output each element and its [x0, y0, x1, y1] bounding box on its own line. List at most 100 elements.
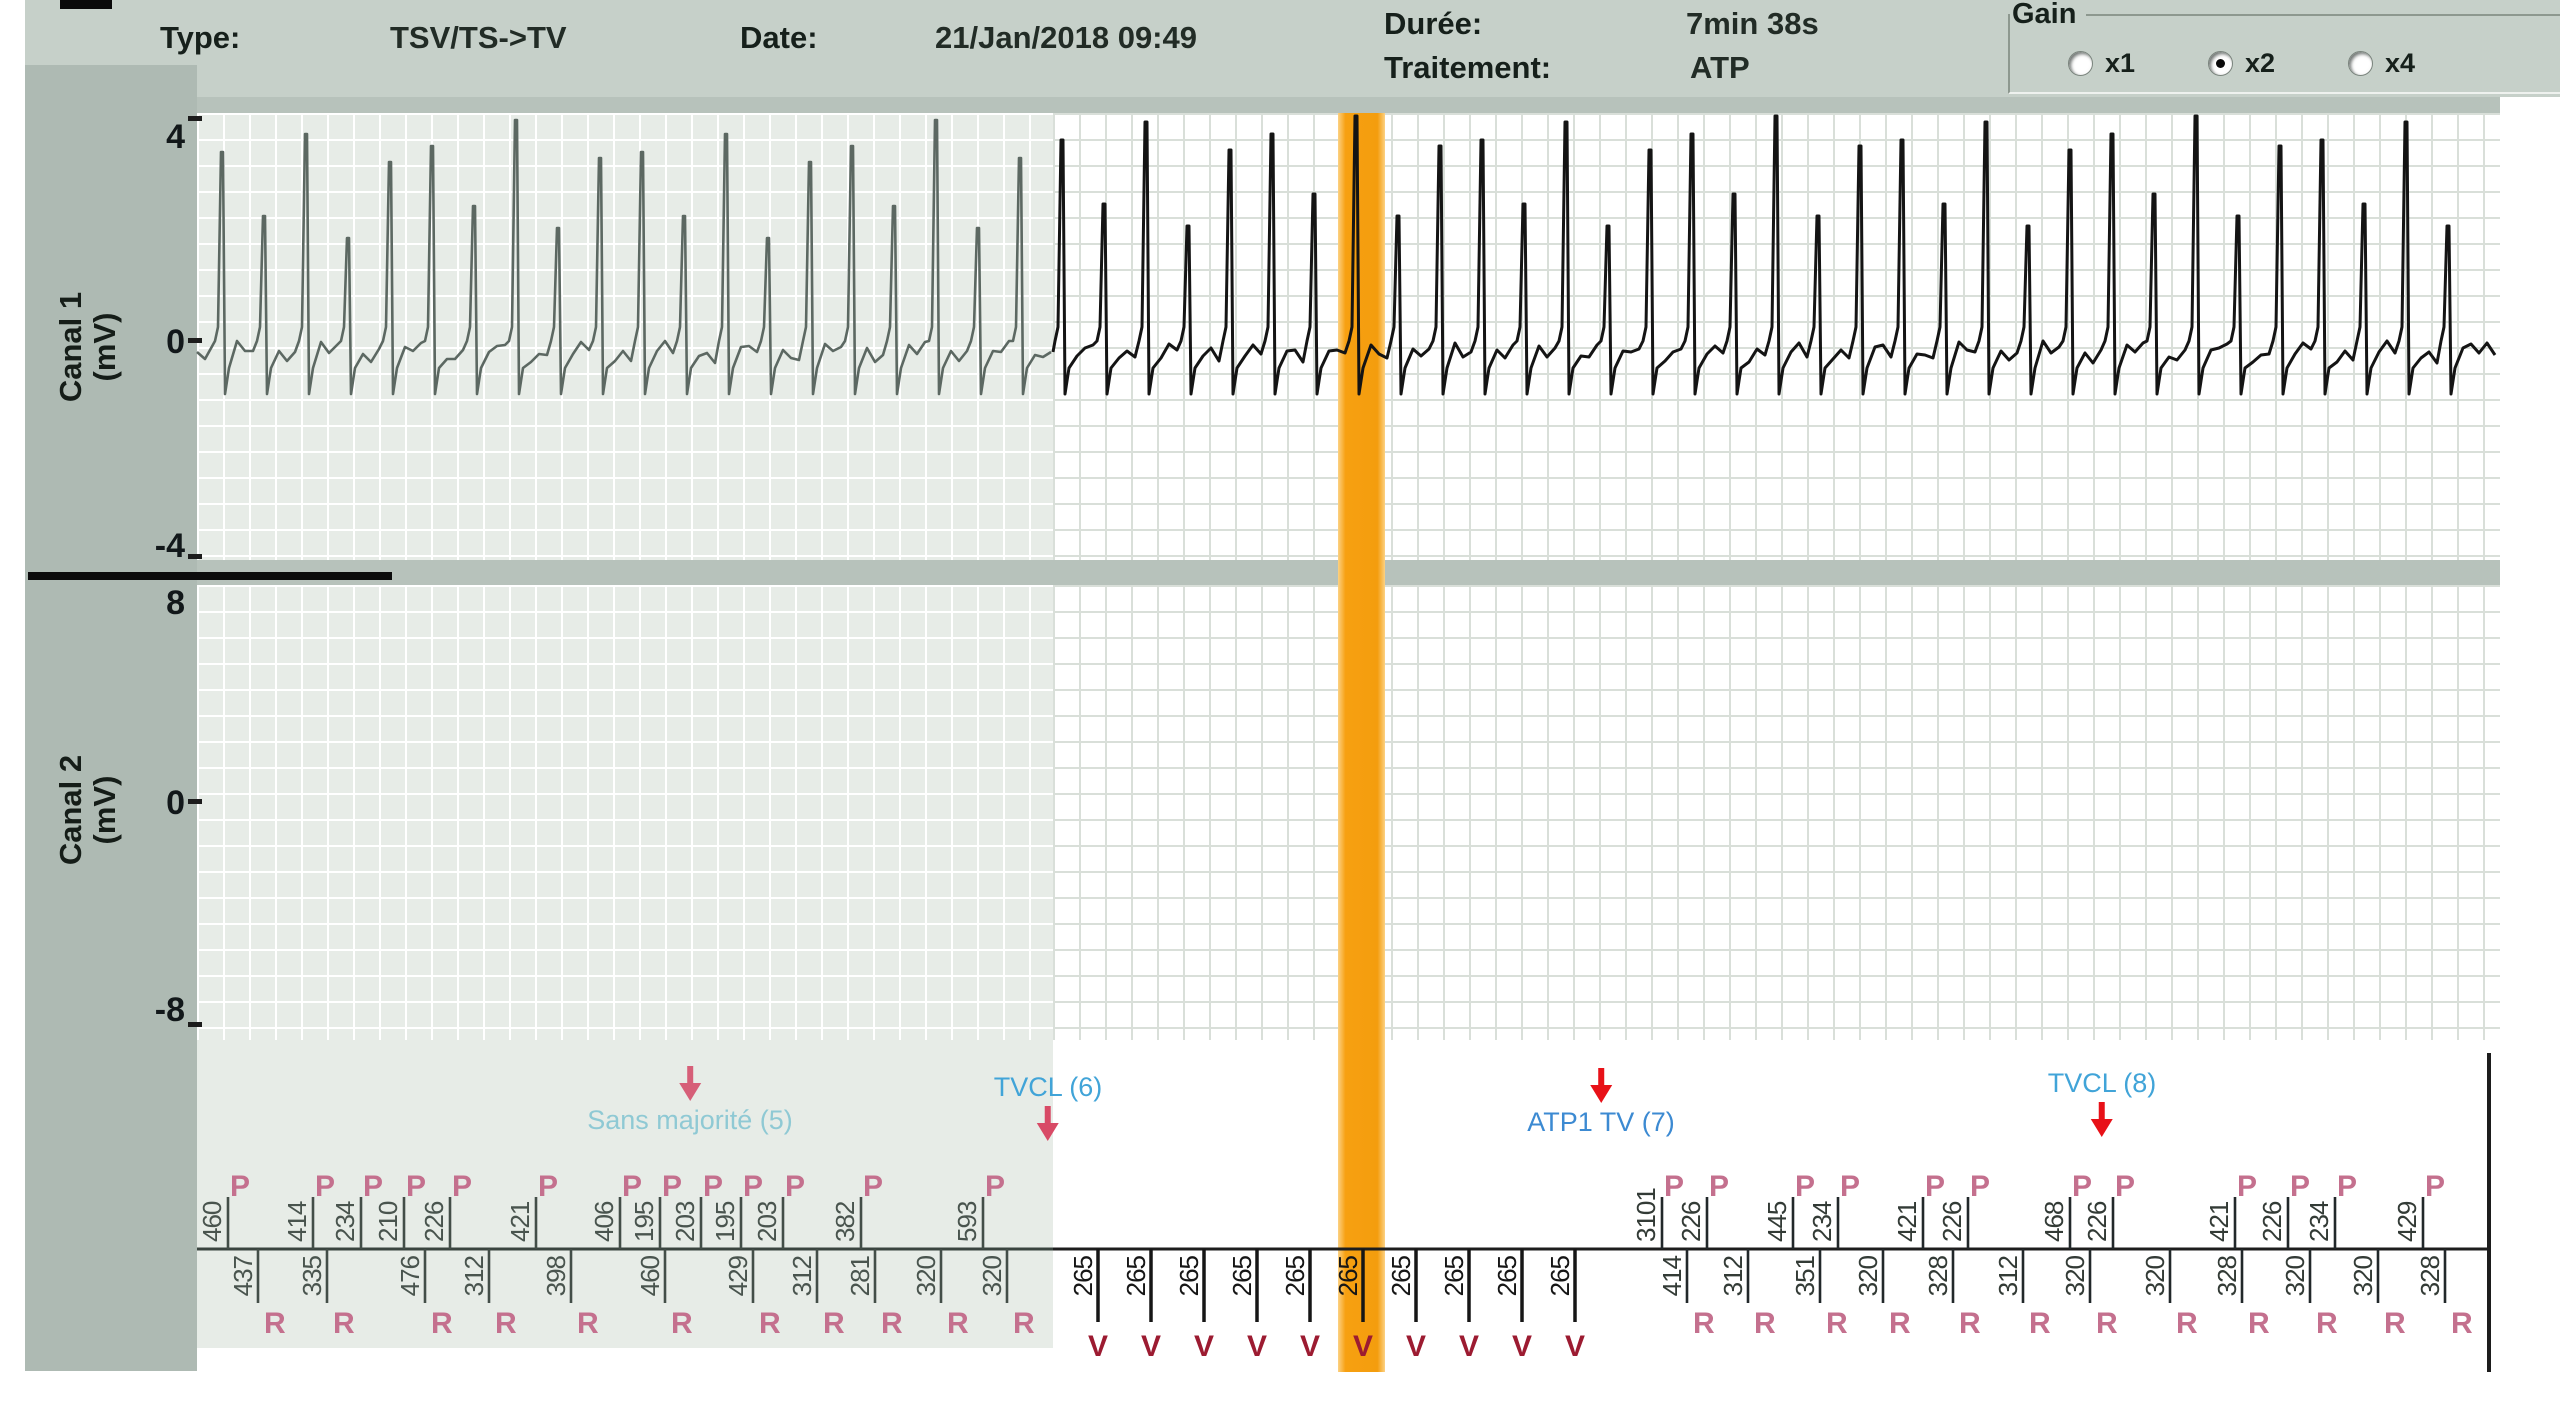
gain-option-label: x2 — [2245, 48, 2276, 78]
v-marker-letter: V — [1512, 1330, 1532, 1363]
v-marker-interval: 265 — [1227, 1255, 1257, 1296]
treatment-value: ATP — [1690, 50, 1750, 85]
radio-button-icon[interactable] — [2348, 51, 2373, 76]
v-marker-interval: 265 — [1174, 1255, 1204, 1296]
p-marker-interval: 226 — [2257, 1201, 2287, 1242]
r-marker-letter: R — [1826, 1307, 1848, 1340]
canal1-plot-shaded-region[interactable] — [197, 113, 1053, 560]
r-marker-interval: 312 — [1993, 1255, 2023, 1296]
episode-annotation-3: TVCL (8) — [2048, 1068, 2156, 1138]
episode-annotation-2: ATP1 TV (7) — [1527, 1068, 1675, 1138]
p-marker-letter: P — [1840, 1170, 1860, 1203]
marker-channel-shaded-region — [197, 1040, 1053, 1348]
gain-option-x2[interactable]: x2 — [2208, 48, 2275, 79]
canal2-tick-bottom: -8 — [154, 991, 185, 1029]
gain-option-label: x1 — [2105, 48, 2136, 78]
v-marker-letter: V — [1247, 1330, 1267, 1363]
r-marker-interval: 320 — [1853, 1255, 1883, 1296]
v-marker-letter: V — [1141, 1330, 1161, 1363]
radio-selected-dot — [2216, 59, 2225, 68]
p-marker-interval: 226 — [1676, 1201, 1706, 1242]
header-bar — [25, 0, 2560, 97]
r-marker-interval: 328 — [2212, 1255, 2242, 1296]
r-marker-interval: 320 — [2280, 1255, 2310, 1296]
gain-option-x4[interactable]: x4 — [2348, 48, 2415, 79]
annotation-text: Sans majorité (5) — [587, 1105, 793, 1135]
r-marker-letter: R — [2176, 1307, 2198, 1340]
v-marker-interval: 265 — [1439, 1255, 1469, 1296]
down-arrow-icon — [2090, 1102, 2113, 1137]
p-marker-interval: 234 — [2304, 1201, 2334, 1242]
radio-button-icon[interactable] — [2068, 51, 2093, 76]
type-label: Type: — [160, 20, 241, 55]
p-marker-interval: 429 — [2392, 1201, 2422, 1242]
date-value: 21/Jan/2018 09:49 — [935, 20, 1197, 55]
axis-gutter — [25, 65, 197, 1371]
duration-label: Durée: — [1384, 6, 1483, 41]
p-marker-letter: P — [1664, 1170, 1684, 1203]
v-marker-letter: V — [1194, 1330, 1214, 1363]
corner-decoration — [60, 0, 112, 9]
p-marker-letter: P — [1709, 1170, 1729, 1203]
p-marker-letter: P — [2237, 1170, 2257, 1203]
p-marker-interval: 234 — [1807, 1201, 1837, 1242]
r-marker-interval: 320 — [2060, 1255, 2090, 1296]
p-marker-interval: 421 — [2204, 1201, 2234, 1242]
canal2-plot-shaded-region[interactable] — [197, 585, 1053, 1040]
r-marker-letter: R — [2451, 1307, 2473, 1340]
duration-value: 7min 38s — [1686, 6, 1819, 41]
v-marker-interval: 265 — [1280, 1255, 1310, 1296]
r-marker-interval: 320 — [2348, 1255, 2378, 1296]
down-arrow-icon — [1589, 1068, 1612, 1103]
gain-option-label: x4 — [2385, 48, 2416, 78]
v-marker-interval: 265 — [1492, 1255, 1522, 1296]
p-marker-interval: 445 — [1762, 1201, 1792, 1242]
canal1-plot-active-region[interactable] — [1053, 113, 2500, 560]
canal2-plot-active-region[interactable] — [1053, 585, 2500, 1040]
selected-beat-highlight[interactable] — [1338, 113, 1385, 1372]
v-marker-letter: V — [1406, 1330, 1426, 1363]
annotation-text: TVCL (6) — [993, 1072, 1103, 1102]
p-marker-letter: P — [2337, 1170, 2357, 1203]
episode-annotation-1: TVCL (6) — [993, 1072, 1103, 1142]
down-arrow-icon — [1036, 1106, 1059, 1141]
p-marker-letter: P — [1970, 1170, 1990, 1203]
r-marker-interval: 328 — [2415, 1255, 2445, 1296]
p-marker-letter: P — [1795, 1170, 1815, 1203]
gain-option-x1[interactable]: x1 — [2068, 48, 2135, 79]
v-marker-letter: V — [1565, 1330, 1585, 1363]
p-marker-interval: 226 — [2082, 1201, 2112, 1242]
r-marker-letter: R — [2384, 1307, 2406, 1340]
v-marker-letter: V — [1300, 1330, 1320, 1363]
r-marker-interval: 351 — [1790, 1255, 1820, 1296]
canal1-tick-zero: 0 — [166, 323, 185, 361]
canal1-label: Canal 1 (mV) — [53, 227, 122, 467]
canal2-label: Canal 2 (mV) — [53, 690, 122, 930]
v-marker-interval: 265 — [1386, 1255, 1416, 1296]
p-marker-interval: 226 — [1937, 1201, 1967, 1242]
canal1-tick-top: 4 — [166, 118, 185, 156]
r-marker-letter: R — [2096, 1307, 2118, 1340]
plot-margin-top — [197, 97, 2500, 113]
gain-title: Gain — [2010, 0, 2087, 31]
r-marker-interval: 312 — [1718, 1255, 1748, 1296]
v-marker-letter: V — [1088, 1330, 1108, 1363]
v-marker-interval: 265 — [1121, 1255, 1151, 1296]
p-marker-interval: 421 — [1892, 1201, 1922, 1242]
p-marker-letter: P — [2115, 1170, 2135, 1203]
r-marker-interval: 320 — [2140, 1255, 2170, 1296]
r-marker-letter: R — [1889, 1307, 1911, 1340]
r-marker-letter: R — [2029, 1307, 2051, 1340]
r-marker-letter: R — [2248, 1307, 2270, 1340]
canal1-tick-bottom: -4 — [154, 527, 185, 565]
date-label: Date: — [740, 20, 818, 55]
r-marker-letter: R — [1754, 1307, 1776, 1340]
radio-button-icon[interactable] — [2208, 51, 2233, 76]
p-marker-letter: P — [2290, 1170, 2310, 1203]
p-marker-letter: P — [2072, 1170, 2092, 1203]
r-marker-letter: R — [1959, 1307, 1981, 1340]
down-arrow-icon — [678, 1066, 701, 1101]
v-marker-interval: 265 — [1545, 1255, 1575, 1296]
canal2-name: Canal 2 — [53, 754, 88, 866]
